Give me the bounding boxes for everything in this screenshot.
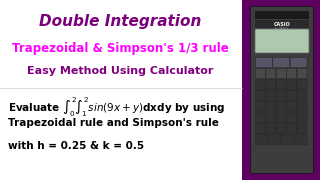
FancyBboxPatch shape	[266, 91, 276, 100]
FancyBboxPatch shape	[255, 29, 309, 53]
FancyBboxPatch shape	[287, 91, 297, 100]
Text: Trapezoidal rule and Simpson's rule: Trapezoidal rule and Simpson's rule	[8, 118, 219, 128]
FancyBboxPatch shape	[255, 102, 265, 111]
FancyBboxPatch shape	[255, 123, 265, 134]
FancyBboxPatch shape	[255, 80, 265, 89]
FancyBboxPatch shape	[297, 69, 307, 78]
FancyBboxPatch shape	[266, 80, 276, 89]
FancyBboxPatch shape	[276, 102, 286, 111]
Text: Evaluate $\int_0^2\!\int_1^2 sin(9x + y)$dxdy by using: Evaluate $\int_0^2\!\int_1^2 sin(9x + y)…	[8, 95, 225, 119]
FancyBboxPatch shape	[255, 112, 265, 123]
Text: fx-3650: fx-3650	[275, 27, 289, 31]
Text: Double Integration: Double Integration	[39, 14, 201, 29]
FancyBboxPatch shape	[276, 80, 286, 89]
FancyBboxPatch shape	[266, 112, 276, 123]
FancyBboxPatch shape	[251, 6, 314, 174]
Text: CASIO: CASIO	[274, 21, 290, 26]
FancyBboxPatch shape	[294, 134, 307, 145]
FancyBboxPatch shape	[297, 80, 307, 89]
FancyBboxPatch shape	[276, 91, 286, 100]
FancyBboxPatch shape	[290, 57, 307, 68]
FancyBboxPatch shape	[287, 102, 297, 111]
FancyBboxPatch shape	[268, 134, 281, 145]
Text: with h = 0.25 & k = 0.5: with h = 0.25 & k = 0.5	[8, 141, 144, 151]
FancyBboxPatch shape	[276, 69, 286, 78]
FancyBboxPatch shape	[297, 112, 307, 123]
FancyBboxPatch shape	[255, 134, 268, 145]
FancyBboxPatch shape	[255, 69, 265, 78]
FancyBboxPatch shape	[255, 57, 272, 68]
FancyBboxPatch shape	[297, 102, 307, 111]
Bar	[255, 20, 309, 28]
FancyBboxPatch shape	[287, 112, 297, 123]
Text: Easy Method Using Calculator: Easy Method Using Calculator	[27, 66, 213, 76]
FancyBboxPatch shape	[287, 123, 297, 134]
FancyBboxPatch shape	[255, 91, 265, 100]
FancyBboxPatch shape	[266, 102, 276, 111]
Bar	[255, 11, 309, 19]
Bar	[242, 0, 320, 180]
FancyBboxPatch shape	[297, 91, 307, 100]
FancyBboxPatch shape	[282, 134, 294, 145]
Text: Trapezoidal & Simpson's 1/3 rule: Trapezoidal & Simpson's 1/3 rule	[12, 42, 228, 55]
FancyBboxPatch shape	[276, 112, 286, 123]
FancyBboxPatch shape	[273, 57, 290, 68]
FancyBboxPatch shape	[297, 123, 307, 134]
FancyBboxPatch shape	[276, 123, 286, 134]
FancyBboxPatch shape	[287, 80, 297, 89]
FancyBboxPatch shape	[266, 123, 276, 134]
FancyBboxPatch shape	[287, 69, 297, 78]
FancyBboxPatch shape	[266, 69, 276, 78]
